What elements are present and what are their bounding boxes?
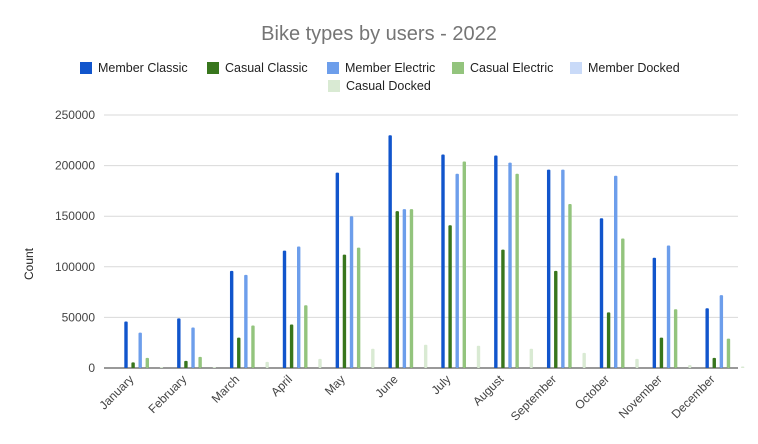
x-tick-label: May	[322, 372, 348, 398]
bar-member-classic-september[interactable]	[546, 169, 551, 368]
bar-casual-docked-february[interactable]	[212, 366, 217, 368]
bar-casual-docked-october[interactable]	[635, 358, 639, 368]
x-tick-label: October	[572, 372, 612, 412]
bar-member-classic-february[interactable]	[177, 318, 181, 368]
chart-title: Bike types by users - 2022	[261, 23, 497, 45]
legend-swatch-casual-docked	[328, 80, 340, 92]
bar-member-classic-june[interactable]	[388, 135, 392, 368]
bar-member-electric-november[interactable]	[666, 245, 671, 368]
bar-casual-classic-march[interactable]	[237, 337, 241, 368]
bar-casual-electric-august[interactable]	[515, 173, 519, 368]
y-tick-label: 200000	[55, 159, 95, 173]
bar-casual-classic-february[interactable]	[184, 360, 188, 368]
bar-casual-docked-july[interactable]	[476, 345, 481, 368]
bar-casual-electric-november[interactable]	[673, 309, 678, 368]
x-tick-label: April	[268, 372, 295, 399]
bar-casual-classic-august[interactable]	[501, 249, 505, 368]
bar-member-electric-october[interactable]	[614, 175, 618, 368]
x-axis-ticks: January February March April May June July Augu…	[96, 372, 717, 424]
bar-casual-classic-october[interactable]	[606, 312, 611, 368]
x-tick-label: November	[616, 372, 665, 421]
bar-casual-electric-june[interactable]	[409, 209, 414, 368]
x-tick-label: September	[508, 372, 559, 423]
bar-member-electric-september[interactable]	[561, 169, 565, 368]
bar-member-electric-may[interactable]	[349, 216, 354, 368]
bar-member-classic-december[interactable]	[705, 308, 709, 368]
legend-label-casual-electric: Casual Electric	[470, 61, 553, 75]
legend-swatch-member-docked	[570, 62, 582, 74]
bars	[124, 135, 745, 368]
bar-casual-classic-april[interactable]	[289, 324, 294, 368]
bar-member-classic-august[interactable]	[494, 155, 498, 368]
bar-casual-docked-april[interactable]	[318, 358, 322, 368]
bar-member-classic-july[interactable]	[441, 154, 445, 368]
bar-casual-classic-july[interactable]	[448, 225, 452, 368]
y-axis-title: Count	[22, 247, 36, 280]
bar-member-electric-july[interactable]	[455, 173, 459, 368]
legend-label-member-electric: Member Electric	[345, 61, 435, 75]
bar-member-classic-april[interactable]	[282, 250, 287, 368]
bar-member-classic-march[interactable]	[229, 270, 234, 368]
legend-label-member-classic: Member Classic	[98, 61, 188, 75]
x-tick-label: February	[146, 372, 190, 416]
bar-member-classic-november[interactable]	[652, 257, 657, 368]
bar-member-electric-february[interactable]	[191, 327, 195, 368]
legend-swatch-member-electric	[327, 62, 339, 74]
x-tick-label: June	[372, 372, 401, 401]
bar-casual-electric-september[interactable]	[568, 204, 572, 368]
bar-casual-docked-november[interactable]	[688, 364, 692, 368]
x-tick-label: July	[429, 372, 454, 397]
bar-casual-docked-september[interactable]	[582, 352, 586, 368]
bar-casual-electric-april[interactable]	[304, 305, 308, 368]
bar-casual-classic-september[interactable]	[554, 270, 558, 368]
bar-casual-classic-january[interactable]	[131, 362, 135, 368]
legend-label-casual-classic: Casual Classic	[225, 61, 308, 75]
x-tick-label: August	[470, 372, 507, 409]
legend-label-member-docked: Member Docked	[588, 61, 680, 75]
y-tick-label: 100000	[55, 260, 95, 274]
bar-member-electric-march[interactable]	[244, 274, 248, 368]
bar-member-classic-may[interactable]	[335, 172, 340, 368]
x-tick-label: December	[669, 372, 718, 421]
bar-member-classic-october[interactable]	[599, 218, 604, 368]
bar-casual-docked-may[interactable]	[371, 348, 375, 368]
bar-casual-electric-february[interactable]	[198, 356, 202, 368]
legend-label-casual-docked: Casual Docked	[346, 79, 431, 93]
bar-member-electric-august[interactable]	[508, 162, 512, 368]
bar-casual-electric-december[interactable]	[726, 338, 731, 368]
bar-casual-classic-may[interactable]	[342, 254, 347, 368]
bar-casual-docked-june[interactable]	[423, 344, 428, 368]
bar-casual-electric-may[interactable]	[356, 247, 361, 368]
bar-member-electric-april[interactable]	[297, 246, 301, 368]
y-tick-label: 50000	[62, 310, 96, 324]
bar-casual-electric-july[interactable]	[462, 161, 466, 368]
legend-swatch-member-classic	[80, 62, 92, 74]
x-tick-label: January	[96, 372, 136, 412]
bar-casual-classic-december[interactable]	[712, 357, 716, 368]
x-tick-label: March	[209, 372, 242, 405]
legend-swatch-casual-classic	[207, 62, 219, 74]
y-tick-label: 0	[88, 361, 95, 375]
y-tick-label: 250000	[55, 108, 95, 122]
y-axis-ticks: 0 50000 100000 150000 200000 250000	[55, 108, 95, 375]
bar-casual-classic-june[interactable]	[395, 211, 399, 368]
bar-member-electric-june[interactable]	[402, 209, 407, 368]
bar-member-classic-january[interactable]	[124, 321, 128, 368]
legend-swatch-casual-electric	[452, 62, 464, 74]
bar-member-electric-december[interactable]	[719, 295, 724, 368]
bar-casual-electric-march[interactable]	[251, 325, 255, 368]
bar-casual-electric-january[interactable]	[145, 357, 149, 368]
y-tick-label: 150000	[55, 209, 95, 223]
bar-casual-docked-march[interactable]	[265, 361, 269, 368]
bar-casual-electric-october[interactable]	[621, 238, 625, 368]
bar-casual-docked-december[interactable]	[740, 366, 745, 368]
bar-casual-classic-november[interactable]	[659, 337, 664, 368]
bar-casual-docked-august[interactable]	[529, 348, 534, 368]
bar-member-electric-january[interactable]	[138, 332, 142, 368]
gridlines	[104, 114, 738, 369]
legend: Member Classic Casual Classic Member Elect…	[80, 61, 680, 93]
bar-casual-docked-january[interactable]	[159, 366, 164, 368]
